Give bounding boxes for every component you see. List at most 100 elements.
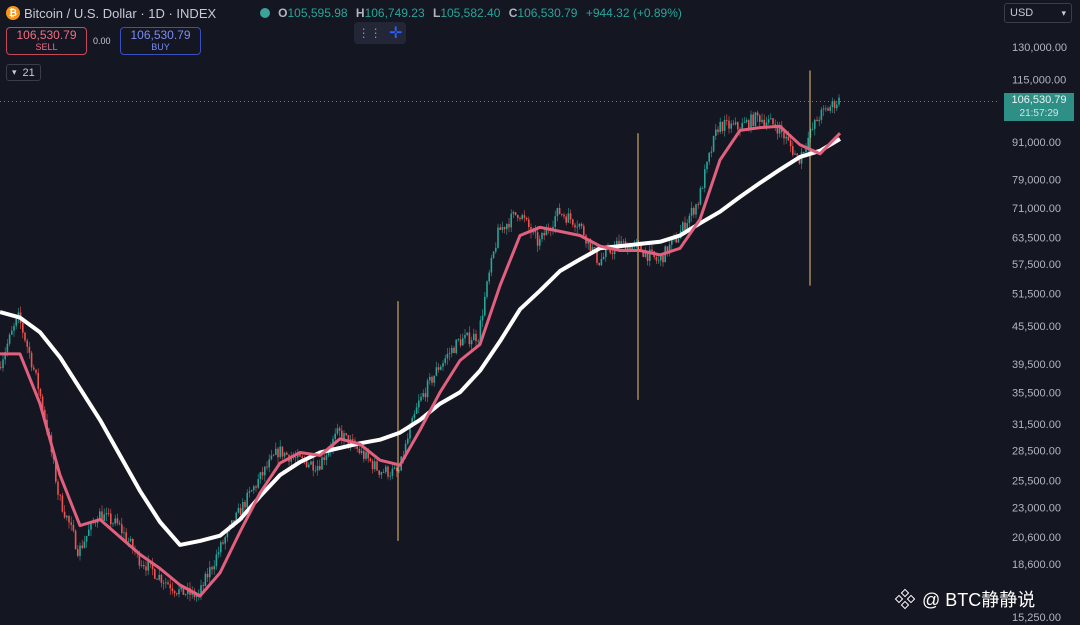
y-tick-label: 51,500.00 (1012, 288, 1061, 300)
candle-body (33, 367, 35, 370)
candle-body (503, 226, 506, 230)
candle-body (671, 239, 673, 245)
y-tick-label: 25,500.00 (1012, 475, 1061, 487)
candle-body (789, 140, 792, 147)
chevron-down-icon: ▾ (12, 67, 17, 77)
candle-body (752, 114, 754, 126)
y-tick-label: 130,000.00 (1012, 42, 1067, 54)
candle-body (690, 207, 693, 216)
candle-body (748, 120, 750, 129)
candle-body (63, 511, 66, 518)
candle-body (363, 450, 365, 459)
candle-body (451, 347, 453, 354)
candle-body (81, 545, 83, 548)
candle-body (55, 459, 57, 482)
buy-button[interactable]: 106,530.79 BUY (120, 27, 201, 55)
candle-body (305, 460, 308, 468)
candle-body (563, 214, 565, 217)
candle-body (589, 238, 592, 251)
candle-body (807, 137, 809, 150)
candle-body (231, 520, 233, 526)
candle-body (437, 367, 440, 370)
candle-body (294, 457, 297, 459)
candle-body (574, 224, 576, 228)
candle-body (745, 120, 748, 123)
candle-body (297, 453, 299, 458)
candle-body (728, 120, 730, 129)
candle-body (85, 535, 88, 542)
indicator-toggle[interactable]: ▾ 21 (6, 64, 41, 81)
currency-select[interactable]: USD ▾ (1004, 3, 1072, 23)
price-axis[interactable]: 130,000.00 115,000.00 91,000.00 79,000.00 71… (1012, 42, 1067, 624)
candle-body (541, 232, 543, 240)
candle-body (490, 257, 493, 273)
candle-body (4, 352, 6, 360)
candle-body (415, 407, 418, 414)
candle-body (217, 552, 220, 555)
floating-toolbar[interactable]: ⋮⋮ ✛ (354, 22, 406, 44)
candle-body (96, 521, 99, 523)
candle-body (387, 466, 389, 477)
candle-body (107, 513, 110, 514)
y-tick-label: 79,000.00 (1012, 174, 1061, 186)
candle-body (367, 451, 369, 459)
candle-body (699, 188, 702, 205)
candle-body (356, 446, 358, 449)
candle-body (838, 97, 840, 105)
candle-body (448, 353, 451, 354)
y-tick-label: 71,000.00 (1012, 203, 1061, 215)
candle-body (829, 106, 831, 111)
candle-body (407, 438, 409, 444)
candle-body (440, 366, 442, 370)
candle-body (594, 247, 596, 249)
candle-body (433, 375, 435, 383)
candle-body (220, 542, 222, 553)
candle-body (270, 455, 273, 460)
candle-body (250, 490, 253, 492)
candle-body (77, 549, 79, 556)
candle-body (462, 338, 464, 346)
candle-body (627, 245, 629, 252)
candle-body (556, 207, 559, 217)
y-tick-label: 23,000.00 (1012, 503, 1061, 515)
candle-body (180, 585, 182, 590)
candle-body (501, 226, 504, 231)
candle-body (286, 452, 288, 455)
candle-body (253, 486, 255, 491)
candle-body (591, 247, 594, 251)
ohlc-low: L105,582.40 (432, 6, 501, 20)
candle-body (162, 582, 165, 584)
candle-body (114, 518, 116, 524)
candle-body (28, 346, 31, 353)
candle-body (147, 561, 149, 571)
candle-body (794, 153, 796, 155)
sell-button[interactable]: 106,530.79 SELL (6, 27, 87, 55)
candle-body (11, 330, 13, 335)
candle-body (646, 251, 649, 261)
candle-body (374, 461, 376, 470)
candle-body (37, 372, 39, 389)
candle-body (554, 216, 556, 227)
candle-body (825, 108, 827, 110)
ema-fast-line (0, 124, 842, 598)
candle-body (261, 472, 264, 476)
candle-body (112, 523, 114, 525)
candle-body (110, 513, 112, 525)
drag-handle-icon[interactable]: ⋮⋮ (357, 26, 382, 40)
candle-body (611, 252, 614, 255)
candle-body (600, 258, 603, 266)
symbol-title[interactable]: Bitcoin / U.S. Dollar · 1D · INDEX (24, 5, 217, 21)
candle-body (717, 129, 719, 133)
candle-body (805, 149, 807, 153)
candle-body (213, 566, 215, 570)
crosshair-icon[interactable]: ✛ (388, 25, 403, 42)
candle-body (816, 119, 818, 122)
candle-body (657, 260, 660, 262)
candle-body (204, 573, 207, 586)
candle-body (429, 376, 431, 381)
candle-body (178, 589, 180, 595)
bar-countdown: 21:57:29 (1019, 108, 1059, 119)
candle-body (455, 339, 457, 354)
candle-body (655, 257, 658, 261)
